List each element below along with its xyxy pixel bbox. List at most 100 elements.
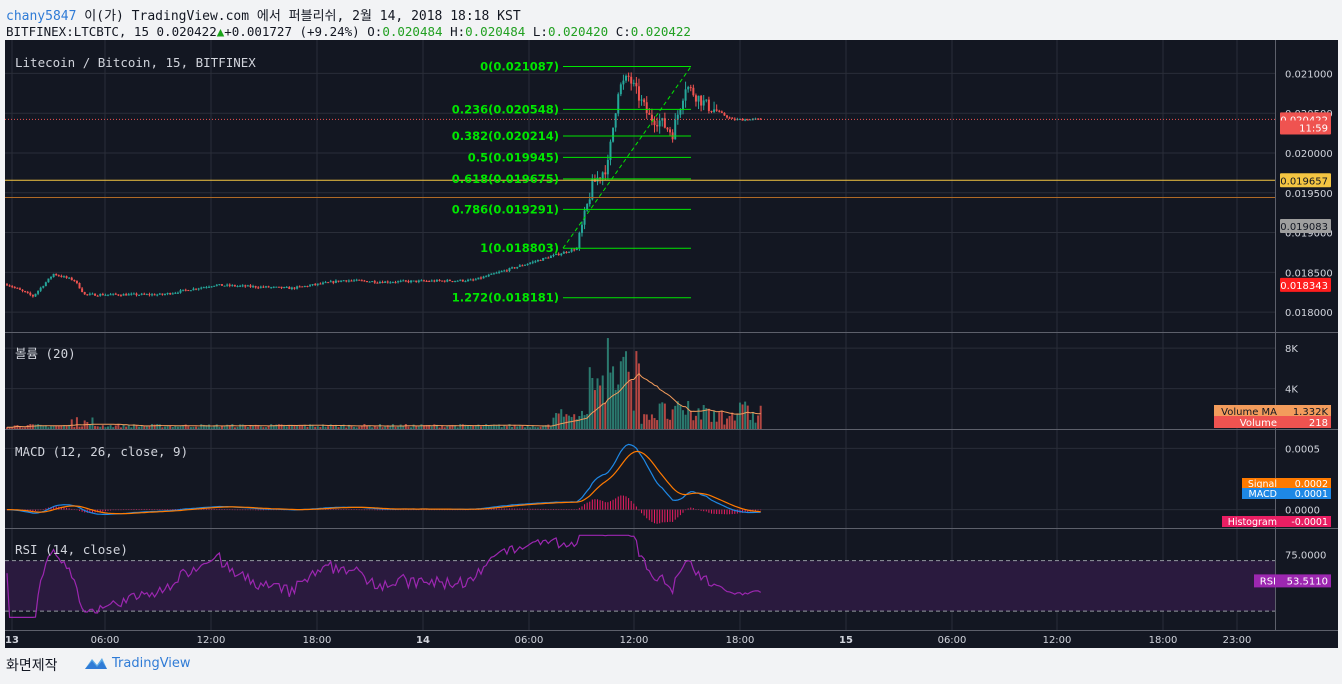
- histogram-bar: [369, 509, 371, 511]
- time-tick-label: 14: [416, 635, 430, 646]
- volume-bar: [324, 426, 327, 429]
- histogram-bar: [669, 509, 671, 522]
- histogram-bar: [578, 507, 580, 510]
- volume-bar: [135, 425, 138, 429]
- volume-bar: [508, 424, 511, 429]
- histogram-bar: [674, 509, 676, 520]
- candle-body: [244, 285, 247, 287]
- volume-tag-value: 218: [1309, 418, 1328, 429]
- histogram-bar: [400, 509, 402, 511]
- volume-bar: [176, 426, 179, 429]
- candle-body: [430, 280, 433, 282]
- histogram-bar: [371, 509, 373, 511]
- candle-body: [290, 287, 293, 290]
- candle-body: [277, 286, 280, 288]
- rsi-line: [6, 534, 761, 619]
- author-link[interactable]: chany5847: [6, 9, 77, 24]
- histogram-bar: [433, 509, 435, 511]
- candle-body: [492, 273, 495, 275]
- histogram-bar: [110, 509, 112, 511]
- histogram-bar: [63, 507, 65, 510]
- candle-body: [653, 120, 656, 126]
- candle-body: [117, 294, 120, 296]
- volume-bar: [448, 426, 451, 429]
- candle-body: [723, 112, 726, 116]
- candle-body: [710, 110, 713, 112]
- volume-bar: [342, 424, 345, 429]
- candle-body: [549, 256, 552, 259]
- histogram-bar: [402, 509, 404, 511]
- macd-tag-value: -0.0001: [1291, 517, 1328, 528]
- candle-body: [749, 119, 752, 121]
- volume-bar: [107, 426, 110, 429]
- candle-body: [679, 109, 682, 115]
- candle-body: [500, 271, 503, 273]
- volume-bar: [588, 367, 591, 429]
- histogram-bar: [710, 509, 712, 514]
- volume-bar: [215, 424, 218, 429]
- candle-body: [446, 279, 449, 282]
- volume-bar: [498, 424, 501, 429]
- candle-body: [112, 293, 115, 295]
- histogram-bar: [213, 508, 215, 510]
- volume-bar: [244, 425, 247, 429]
- volume-bar: [518, 425, 521, 429]
- candle-body: [21, 289, 24, 292]
- volume-bar: [350, 426, 353, 429]
- tradingview-link[interactable]: TradingView: [84, 655, 191, 671]
- histogram-bar: [40, 509, 42, 511]
- candle-body: [265, 286, 267, 288]
- histogram-bar: [66, 507, 68, 510]
- candle-body: [47, 278, 50, 283]
- volume-bar: [656, 420, 659, 429]
- candle-body: [529, 262, 532, 264]
- candle-body: [91, 293, 94, 295]
- candle-body: [612, 127, 615, 142]
- histogram-bar: [53, 506, 55, 510]
- volume-bar: [705, 408, 708, 429]
- candle-body: [601, 172, 604, 179]
- histogram-bar: [514, 508, 516, 510]
- histogram-bar: [376, 509, 378, 511]
- candle-body: [285, 287, 288, 289]
- candle-body: [119, 295, 122, 297]
- volume-bar: [542, 425, 545, 429]
- histogram-bar: [576, 509, 578, 510]
- volume-bar: [270, 424, 273, 429]
- change-text: +0.001727 (+9.24%): [224, 24, 360, 39]
- volume-bar: [531, 425, 534, 429]
- candle-body: [327, 282, 330, 284]
- grid-lines: [11, 40, 1238, 630]
- histogram-bar: [177, 508, 179, 510]
- volume-bar: [744, 401, 747, 429]
- open-value: 0.020484: [382, 24, 443, 39]
- candle-body: [391, 282, 394, 284]
- candle-body: [332, 281, 335, 283]
- histogram-bar: [488, 508, 490, 510]
- candle-body: [78, 282, 81, 289]
- candle-body: [443, 280, 446, 282]
- time-tick-label: 15: [839, 635, 853, 646]
- histogram-bar: [413, 509, 415, 511]
- volume-bar: [195, 426, 198, 429]
- volume-bar: [345, 427, 348, 429]
- volume-bar: [189, 427, 192, 429]
- volume-bar: [617, 384, 620, 429]
- volume-bar: [754, 422, 757, 429]
- volume-bar: [246, 427, 249, 429]
- volume-bar: [482, 425, 485, 429]
- histogram-bar: [648, 509, 650, 521]
- candle-body: [166, 293, 169, 295]
- volume-bar: [472, 425, 475, 429]
- histogram-bar: [410, 509, 412, 511]
- volume-bar: [749, 419, 752, 429]
- volume-bar: [606, 338, 609, 429]
- volume-bar: [91, 417, 94, 429]
- chart-area[interactable]: 13 06:00 12:00 18:00 14 06:00 12:00 18:00 15 06:0…: [5, 40, 1338, 648]
- volume-bar: [407, 426, 410, 429]
- histogram-bar: [387, 509, 389, 511]
- volume-tag-label: Volume MA: [1221, 407, 1277, 418]
- histogram-bar: [558, 509, 560, 510]
- histogram-bar: [208, 508, 210, 510]
- candle-body: [518, 265, 521, 267]
